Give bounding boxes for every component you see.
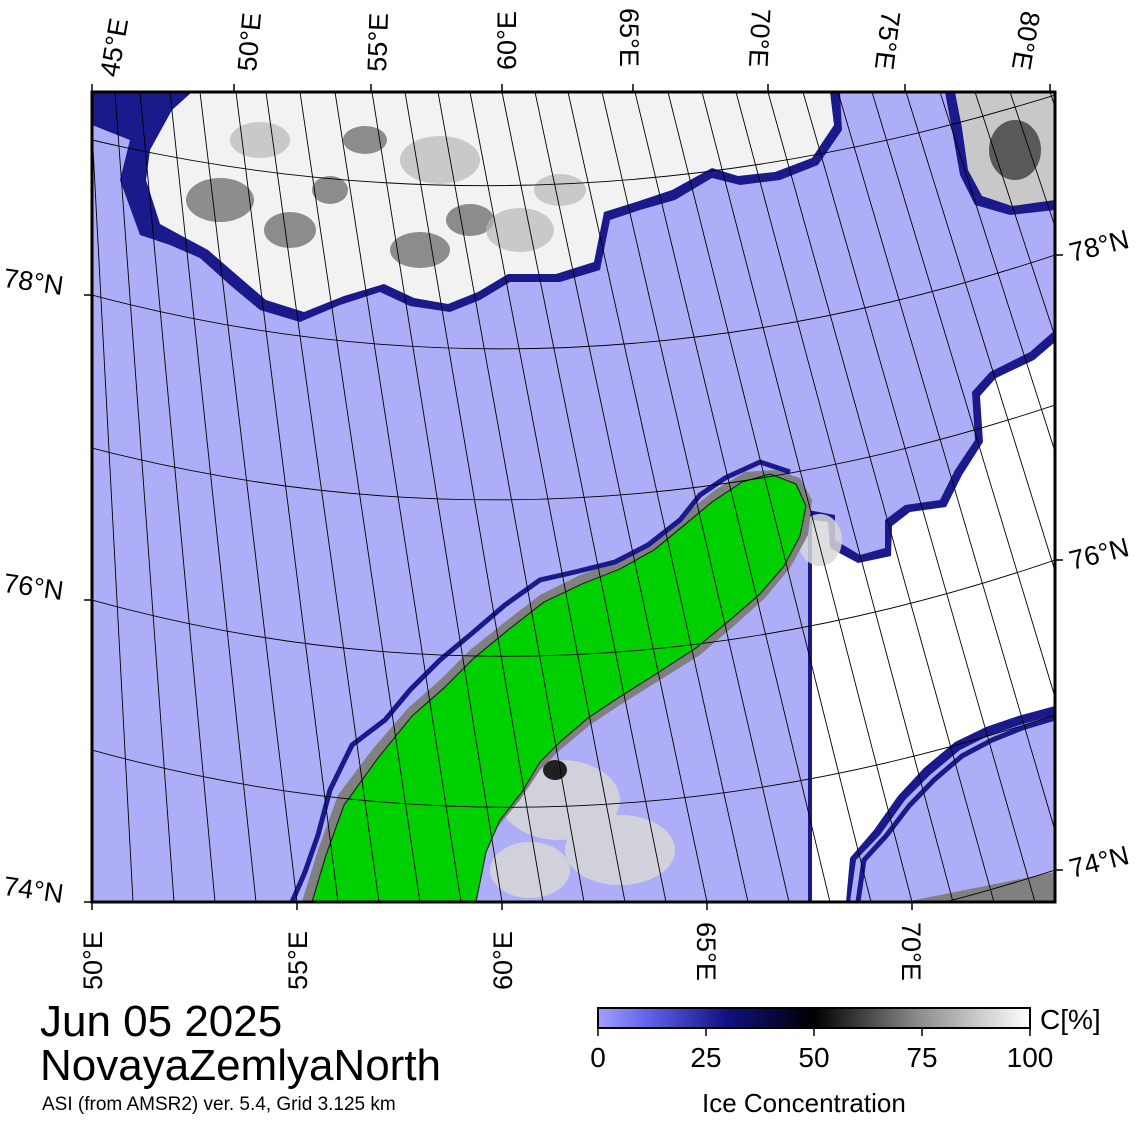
region-name: NovayaZemlyaNorth — [40, 1041, 442, 1090]
no-data-area — [905, 872, 1055, 902]
colorbar-tick-label: 50 — [798, 1042, 830, 1073]
north-ice-texture — [186, 126, 494, 268]
bottom-lon-label: 60°E — [488, 931, 518, 990]
kara-open-water — [860, 720, 1055, 902]
bottom-lon-label: 50°E — [78, 931, 108, 990]
colorbar-unit: C[%] — [1040, 1004, 1101, 1035]
top-lon-labels: 45°E 50°E 55°E 60°E 65°E 70°E 75°E 80°E — [94, 8, 1045, 79]
top-lon-label: 80°E — [1006, 9, 1046, 72]
east-pack-ice — [812, 342, 1055, 902]
left-lat-label: 74°N — [2, 871, 66, 909]
top-lon-label: 55°E — [362, 12, 394, 72]
graticule-meridians — [92, 92, 1055, 902]
map-frame — [90, 90, 1057, 904]
north-ice-texture-light — [230, 122, 586, 252]
product-info: ASI (from AMSR2) ver. 5.4, Grid 3.125 km — [42, 1094, 396, 1115]
bottom-lon-label: 65°E — [691, 922, 721, 981]
northeast-ice-dark — [989, 120, 1041, 180]
colorbar-ticks — [597, 1028, 1031, 1036]
frame-ticks — [84, 84, 1063, 910]
colorbar-tick-label: 75 — [906, 1042, 938, 1073]
colorbar — [597, 1007, 1031, 1029]
north-pack-ice — [146, 92, 834, 312]
novaya-zemlya-land — [311, 473, 807, 902]
colorbar-tick-label: 100 — [1006, 1042, 1054, 1073]
top-lon-label: 45°E — [94, 16, 134, 79]
bottom-lon-label: 55°E — [283, 931, 313, 990]
bottom-lon-labels: 50°E 55°E 60°E 65°E 70°E — [78, 922, 926, 990]
west-coast-ice-edge — [289, 459, 791, 902]
right-lat-label: 74°N — [1066, 840, 1132, 884]
bottom-lon-label: 70°E — [896, 922, 926, 981]
map-date: Jun 05 2025 — [40, 997, 283, 1046]
top-lon-label: 75°E — [869, 9, 906, 71]
kara-ice-edge-line — [855, 715, 1055, 902]
top-lon-label: 65°E — [614, 8, 644, 67]
top-lon-label: 60°E — [492, 11, 522, 70]
left-lat-labels: 78°N 76°N 74°N — [2, 263, 66, 909]
right-lat-label: 78°N — [1066, 224, 1132, 268]
top-lon-label: 50°E — [232, 11, 267, 72]
colorbar-title: Ice Concentration — [702, 1088, 906, 1118]
left-lat-label: 78°N — [2, 263, 66, 301]
right-lat-labels: 78°N 76°N 74°N — [1066, 224, 1132, 884]
right-lat-label: 76°N — [1066, 532, 1132, 576]
colorbar-tick-label: 0 — [590, 1042, 606, 1073]
graticule-parallels — [92, 94, 1055, 902]
left-lat-label: 76°N — [2, 568, 66, 606]
colorbar-tick-label: 25 — [690, 1042, 722, 1073]
top-lon-label: 70°E — [743, 8, 776, 68]
south-ice-texture — [490, 514, 842, 898]
